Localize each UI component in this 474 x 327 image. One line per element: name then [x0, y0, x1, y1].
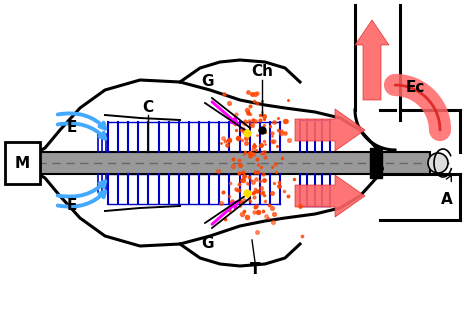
Polygon shape — [295, 109, 365, 151]
Text: C: C — [143, 100, 154, 115]
Text: E: E — [67, 198, 77, 213]
Polygon shape — [355, 20, 389, 100]
Text: G: G — [202, 236, 214, 251]
Bar — [370, 148, 382, 178]
Bar — [38, 152, 430, 174]
Text: M: M — [15, 156, 30, 170]
Text: G: G — [202, 75, 214, 90]
Text: T: T — [250, 263, 260, 278]
FancyBboxPatch shape — [5, 142, 40, 184]
Text: A: A — [441, 193, 453, 208]
Text: E: E — [67, 121, 77, 135]
Circle shape — [428, 153, 448, 173]
Polygon shape — [295, 175, 365, 217]
Text: Ec: Ec — [405, 80, 425, 95]
Text: Ch: Ch — [251, 64, 273, 79]
